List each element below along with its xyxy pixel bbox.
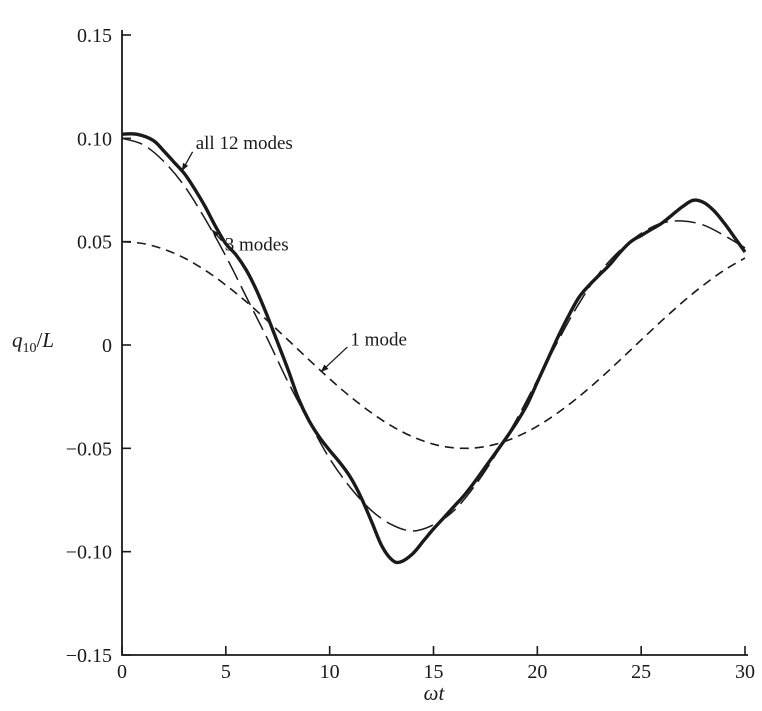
x-tick-label: 30 bbox=[735, 661, 755, 683]
annotations: all 12 modes 3 modes 1 mode bbox=[181, 133, 407, 373]
x-tick-label: 5 bbox=[221, 661, 231, 683]
x-axis-label-text: ωt bbox=[423, 681, 445, 705]
y-axis-label-slash: / bbox=[36, 328, 43, 352]
y-tick-label: 0.10 bbox=[77, 128, 112, 150]
y-tick-label: 0.15 bbox=[77, 25, 112, 47]
y-axis-label: q10/L bbox=[12, 328, 54, 361]
y-axis-label-subscript: 10 bbox=[22, 341, 37, 357]
annotation-arrow-all-12-modes bbox=[181, 151, 194, 172]
x-axis: 0 5 10 15 20 25 30 bbox=[117, 646, 755, 683]
series-1-mode bbox=[121, 240, 746, 450]
y-tick-label: −0.15 bbox=[66, 645, 112, 667]
annotation-label-all-12-modes: all 12 modes bbox=[196, 133, 293, 154]
series-curves bbox=[121, 132, 747, 565]
y-axis-label-denominator: L bbox=[42, 328, 55, 352]
y-tick-label: 0.05 bbox=[77, 232, 112, 254]
y-axis-label-var: q bbox=[12, 328, 23, 352]
x-tick-label: 0 bbox=[117, 661, 127, 683]
y-tick-label: −0.05 bbox=[66, 438, 112, 460]
series-3-modes bbox=[121, 137, 746, 532]
axes bbox=[121, 30, 748, 656]
axis-lines bbox=[121, 30, 748, 656]
x-axis-label: ωt bbox=[403, 681, 465, 705]
x-tick-label: 10 bbox=[320, 661, 340, 683]
series-all-12-modes bbox=[121, 132, 747, 565]
x-tick-label: 20 bbox=[527, 661, 547, 683]
x-tick-label: 25 bbox=[631, 661, 651, 683]
annotation-label-3-modes: 3 modes bbox=[225, 234, 289, 255]
y-tick-label: 0 bbox=[102, 335, 112, 357]
x-tick-label: 15 bbox=[424, 661, 444, 683]
annotation-arrow-3-modes bbox=[211, 229, 223, 242]
annotation-arrow-1-mode bbox=[320, 346, 348, 373]
y-axis: 0.15 0.10 0.05 0 −0.05 −0.10 −0.15 bbox=[66, 25, 131, 667]
y-tick-label: −0.10 bbox=[66, 542, 112, 564]
annotation-label-1-mode: 1 mode bbox=[350, 329, 406, 350]
